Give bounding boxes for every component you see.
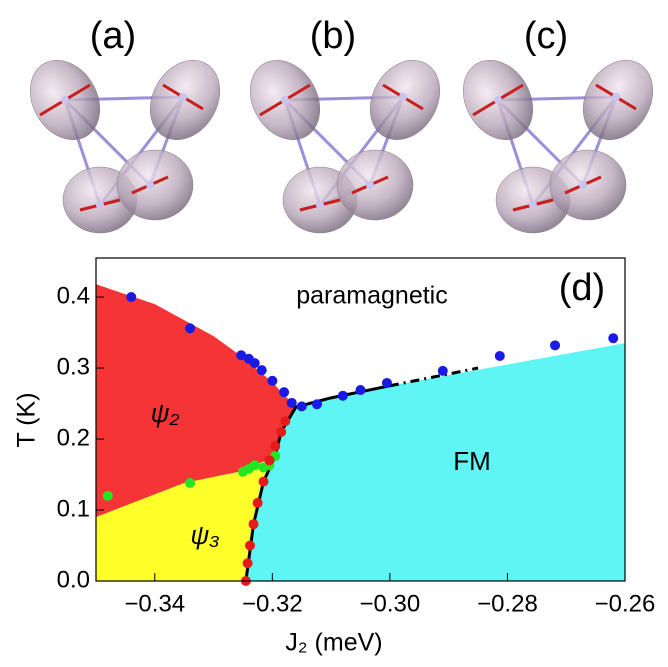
data-point <box>287 398 297 408</box>
data-point <box>243 558 253 568</box>
data-point <box>276 427 286 437</box>
ellipsoid <box>337 150 413 220</box>
y-tick-label: 0.3 <box>57 353 90 380</box>
data-point <box>103 491 113 501</box>
site <box>529 201 537 209</box>
panel-label: (c) <box>524 15 568 57</box>
data-point <box>356 385 366 395</box>
data-point <box>250 358 260 368</box>
site <box>399 93 407 101</box>
data-point <box>550 340 560 350</box>
data-point <box>126 292 136 302</box>
x-tick-label: −0.26 <box>595 590 656 617</box>
site <box>179 93 187 101</box>
y-tick-label: 0.1 <box>57 495 90 522</box>
x-axis-title: J₂ (meV) <box>285 629 382 657</box>
tetrahedron <box>449 48 666 233</box>
figure: (a) (b) (c) −0.34 −0.32 −0.30 −0.28 −0.26 0.0… <box>0 0 668 662</box>
data-point <box>279 387 289 397</box>
x-tick-label: −0.30 <box>360 590 421 617</box>
phase-diagram: −0.34 −0.32 −0.30 −0.28 −0.26 0.0 0.1 0.2 0.3 0.4… <box>13 258 656 657</box>
data-point <box>270 441 280 451</box>
data-point <box>495 351 505 361</box>
ellipsoid <box>117 150 193 220</box>
data-point <box>245 541 255 551</box>
y-tick-label: 0.4 <box>57 282 90 309</box>
tetrahedra-illustrations <box>16 48 666 233</box>
region-label: FM <box>453 446 491 476</box>
y-tick-label: 0.0 <box>57 566 90 593</box>
site <box>494 96 502 104</box>
data-point <box>608 333 618 343</box>
data-point <box>267 376 277 386</box>
site <box>281 96 289 104</box>
region-label: ψ₃ <box>190 520 219 550</box>
site <box>61 96 69 104</box>
data-point <box>257 365 267 375</box>
tetrahedron <box>236 48 453 233</box>
data-point <box>312 399 322 409</box>
site <box>146 181 154 189</box>
site <box>316 201 324 209</box>
x-tick-label: −0.28 <box>477 590 538 617</box>
ellipsoid <box>550 150 626 220</box>
data-point <box>382 378 392 388</box>
phase-region <box>246 343 625 581</box>
data-point <box>264 455 274 465</box>
tetrahedron <box>16 48 233 233</box>
page: (a) (b) (c) −0.34 −0.32 −0.30 −0.28 −0.26 0.0… <box>0 0 668 667</box>
data-point <box>250 460 260 470</box>
site <box>366 181 374 189</box>
panel-label: (d) <box>559 267 605 309</box>
y-tick-label: 0.2 <box>57 424 90 451</box>
site <box>579 181 587 189</box>
y-axis-title: T (K) <box>13 392 41 447</box>
data-point <box>185 323 195 333</box>
data-point <box>280 416 290 426</box>
data-point <box>338 391 348 401</box>
region-label: paramagnetic <box>296 282 447 310</box>
region-label: ψ₂ <box>151 398 180 428</box>
data-point <box>438 366 448 376</box>
data-point <box>253 498 263 508</box>
data-point <box>185 478 195 488</box>
data-point <box>259 477 269 487</box>
panel-label: (a) <box>90 15 136 57</box>
x-tick-label: −0.32 <box>242 590 303 617</box>
data-point <box>249 519 259 529</box>
site <box>612 93 620 101</box>
site <box>96 201 104 209</box>
panel-label: (b) <box>310 15 356 57</box>
x-tick-label: −0.34 <box>124 590 185 617</box>
data-point <box>297 401 307 411</box>
